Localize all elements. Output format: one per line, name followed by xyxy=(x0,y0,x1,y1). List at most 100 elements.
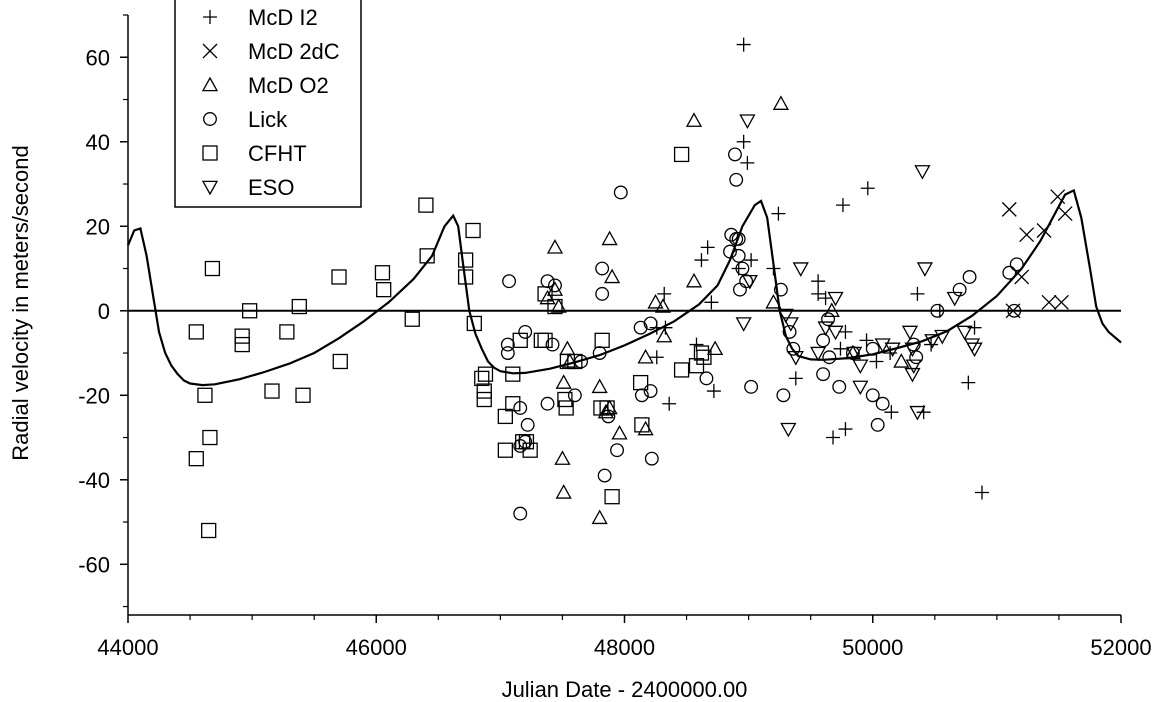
data-point xyxy=(731,231,746,246)
data-point xyxy=(914,165,931,180)
data-point xyxy=(974,485,989,500)
data-point xyxy=(787,351,804,366)
data-point xyxy=(816,367,831,382)
data-point xyxy=(833,341,848,356)
legend-item: McD O2 xyxy=(201,73,329,98)
data-point xyxy=(520,417,535,432)
data-point xyxy=(657,286,672,301)
data-point xyxy=(685,272,703,288)
data-point xyxy=(741,274,758,290)
data-point xyxy=(559,340,576,356)
data-point xyxy=(197,387,213,403)
y-tick-label: 40 xyxy=(86,130,110,155)
data-point xyxy=(457,269,474,285)
legend-item: ESO xyxy=(201,175,294,200)
data-point xyxy=(772,95,790,110)
data-point xyxy=(792,262,809,277)
data-point xyxy=(591,509,608,525)
data-point xyxy=(477,366,494,382)
data-point xyxy=(901,325,919,341)
data-point xyxy=(966,342,983,358)
data-point xyxy=(518,324,533,339)
legend-label: Lick xyxy=(248,107,288,132)
data-point xyxy=(548,278,562,293)
data-point xyxy=(634,417,650,433)
legend-label: CFHT xyxy=(248,141,307,166)
legend-marker xyxy=(202,145,218,161)
data-point xyxy=(537,332,553,349)
data-point xyxy=(865,341,880,356)
y-tick-label: -60 xyxy=(78,552,110,577)
data-point xyxy=(1019,227,1035,243)
data-point xyxy=(735,261,750,276)
data-point xyxy=(777,308,794,324)
data-point xyxy=(838,422,853,437)
data-point xyxy=(505,366,521,382)
data-point xyxy=(522,442,538,458)
data-point xyxy=(852,359,869,375)
data-point xyxy=(934,329,951,345)
data-point xyxy=(540,396,555,411)
data-point xyxy=(811,286,826,301)
data-point xyxy=(637,348,654,364)
data-point xyxy=(909,405,926,421)
data-point xyxy=(832,379,847,394)
y-tick-label: 60 xyxy=(86,45,110,70)
data-point xyxy=(884,405,899,420)
data-point xyxy=(728,147,742,162)
data-point xyxy=(474,370,490,387)
data-point xyxy=(599,400,615,416)
data-point xyxy=(632,374,649,391)
x-tick-label: 48000 xyxy=(594,635,655,660)
data-point xyxy=(685,112,703,127)
x-ticks: 44000 46000 48000 50000 52000 xyxy=(97,615,1152,660)
data-point xyxy=(916,262,933,277)
data-point xyxy=(1041,294,1057,310)
data-point xyxy=(700,240,715,255)
y-tick-label: -40 xyxy=(78,468,110,493)
legend-item: McD 2dC xyxy=(202,39,340,64)
legend-marker xyxy=(203,112,217,126)
data-point xyxy=(465,222,481,239)
data-point xyxy=(956,325,973,341)
data-point xyxy=(555,484,572,499)
data-point xyxy=(704,295,719,310)
data-point xyxy=(707,340,724,356)
data-point xyxy=(810,346,827,362)
data-point xyxy=(295,387,311,403)
data-point xyxy=(613,185,628,200)
legend-marker xyxy=(202,43,218,59)
data-point xyxy=(869,354,884,369)
data-point xyxy=(924,334,941,349)
series-cross xyxy=(1001,189,1073,319)
x-tick-label: 50000 xyxy=(842,635,903,660)
legend-label: McD 2dC xyxy=(248,39,340,64)
data-point xyxy=(823,302,840,318)
data-point xyxy=(932,303,947,318)
data-point xyxy=(234,336,250,353)
data-point xyxy=(852,380,869,396)
data-point xyxy=(865,388,880,403)
data-point xyxy=(188,324,204,340)
data-point xyxy=(735,317,752,332)
data-point xyxy=(724,227,739,242)
data-point xyxy=(782,324,797,339)
data-point xyxy=(1057,206,1073,222)
data-point xyxy=(821,312,836,327)
data-point xyxy=(603,268,621,284)
data-point xyxy=(656,327,673,343)
data-point xyxy=(279,324,295,340)
data-point xyxy=(500,337,515,352)
data-point xyxy=(476,383,492,399)
legend-label: McD O2 xyxy=(248,73,329,98)
data-point xyxy=(567,353,583,370)
data-point xyxy=(696,349,712,365)
x-axis-title: Julian Date - 2400000.00 xyxy=(502,677,748,702)
data-point xyxy=(905,359,922,375)
legend-marker xyxy=(203,10,217,24)
data-point xyxy=(1053,294,1069,310)
legend-item: Lick xyxy=(203,107,288,132)
data-point xyxy=(500,346,515,360)
